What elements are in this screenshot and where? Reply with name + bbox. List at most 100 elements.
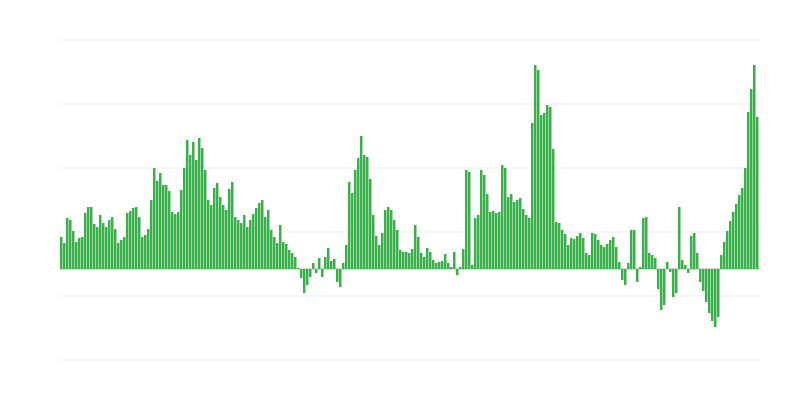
chart-bar [621,269,624,280]
chart-bar [588,255,591,269]
chart-bar [465,170,468,269]
chart-bar [132,208,135,269]
chart-bar [492,211,495,269]
chart-bar [516,200,519,269]
chart-bar [120,240,123,269]
chart-bar [411,249,414,269]
chart-bar [435,263,438,269]
chart-bar [261,200,264,269]
chart-bar [126,213,129,269]
chart-bar [213,188,216,269]
chart-bar [549,107,552,269]
chart-bar [135,207,138,269]
chart-bar [204,170,207,269]
chart-bar [693,233,696,269]
chart-bar [399,250,402,269]
chart-bar [618,262,621,269]
chart-bar [258,203,261,269]
chart-bar [699,269,702,282]
chart-bar [678,207,681,269]
chart-bar [270,230,273,269]
chart-bar [153,168,156,269]
chart-bar [60,237,63,269]
chart-bar [453,252,456,269]
chart-bar [333,259,336,269]
chart-bar [732,212,735,269]
chart-bar [480,170,483,269]
chart-bar [255,208,258,269]
chart-bar [474,218,477,269]
chart-bar [162,185,165,269]
chart-bar [138,217,141,269]
chart-bar [174,214,177,269]
chart-bar [297,268,300,269]
chart-bar [660,269,663,310]
chart-bar [90,207,93,269]
chart-bar [450,267,453,269]
chart-bar [723,242,726,269]
chart-bar [564,234,567,269]
chart-bar [408,253,411,269]
chart-bar [459,267,462,269]
chart-bar [681,260,684,269]
chart-bar [186,140,189,269]
chart-bar [651,255,654,269]
chart-bar [531,123,534,269]
chart-bar [279,225,282,269]
chart-bar [636,269,639,282]
chart-bar [159,173,162,269]
chart-bar [600,245,603,269]
chart-bar [648,253,651,269]
chart-bar [318,258,321,269]
chart-bar [540,115,543,269]
chart-bar [717,269,720,317]
chart-bar [144,235,147,269]
chart-bar [495,213,498,269]
chart-bar [402,252,405,269]
chart-bar [714,269,717,327]
chart-bar [129,211,132,269]
chart-bar [237,220,240,269]
chart-bar [273,237,276,269]
chart-bar [501,165,504,269]
chart-bar [228,189,231,269]
chart-bar [195,160,198,269]
chart-bar [441,261,444,269]
chart-bar [687,269,690,273]
chart-bar [351,193,354,269]
chart-bar [729,221,732,269]
chart-bar [306,269,309,285]
chart-bar [105,227,108,269]
chart-bar [633,230,636,269]
chart-bar [624,269,627,285]
chart-bar [264,217,267,269]
chart-bar [573,239,576,269]
chart-bar [708,269,711,313]
chart-bar [750,89,753,269]
chart-bar [192,142,195,269]
chart-bar [357,158,360,269]
chart-bar [75,242,78,269]
chart-bar [393,220,396,269]
chart-bar [522,209,525,269]
chart-bar [555,222,558,269]
chart-bar [177,212,180,269]
chart-bar [489,212,492,269]
chart-bar [312,263,315,269]
chart-bar [165,185,168,269]
chart-bar [753,65,756,269]
chart-bar [294,257,297,269]
chart-bar [507,197,510,269]
chart-bar [720,255,723,269]
chart-bar [381,233,384,269]
chart-bar [513,202,516,269]
chart-bar [630,230,633,269]
chart-bar [309,269,312,277]
chart-bar [429,252,432,269]
chart-bar [117,243,120,269]
chart-bar [543,113,546,269]
chart-bar [66,218,69,269]
chart-bar [114,229,117,269]
